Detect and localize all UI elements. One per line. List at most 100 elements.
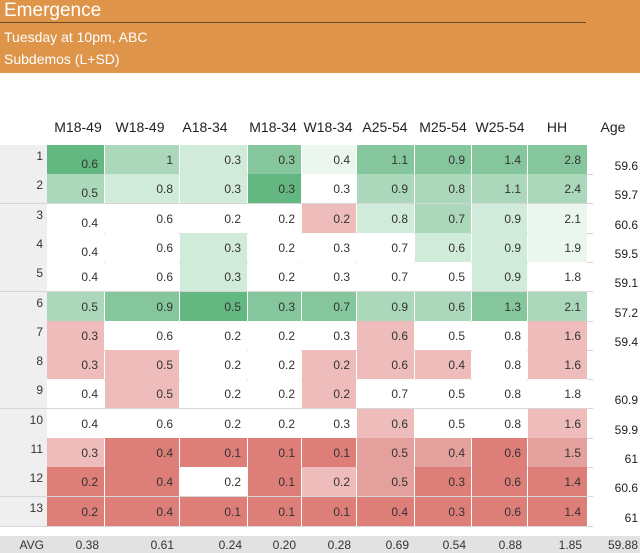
rating-cell: 0.2: [302, 467, 356, 498]
rating-cell: 0.1: [248, 496, 301, 527]
rating-cell: 0.2: [248, 262, 301, 293]
column-header-a18-34[interactable]: A18-34: [182, 119, 228, 135]
rating-cell: 0.6: [105, 232, 179, 263]
rating-cell: 0.2: [180, 467, 247, 498]
rating-cell: 0.9: [357, 174, 414, 205]
rating-cell: 0.8: [472, 320, 527, 351]
rating-cell: 0.2: [302, 203, 356, 234]
row-label: 12: [0, 467, 47, 498]
rating-cell: 0.3: [248, 291, 301, 322]
header-divider: [0, 22, 586, 23]
rating-cell: 0.2: [47, 496, 104, 527]
age-value: 60.9: [614, 393, 638, 408]
column-header-m18-49[interactable]: M18-49: [54, 119, 102, 135]
rating-cell: 0.6: [105, 203, 179, 234]
column-header-w18-49[interactable]: W18-49: [115, 119, 165, 135]
row-label: 4: [0, 232, 47, 263]
rating-cell: 1.4: [528, 496, 587, 527]
rating-cell: 0.4: [47, 379, 104, 410]
age-value: 59.7: [614, 188, 638, 203]
rating-cell: 0.4: [105, 467, 179, 498]
rating-cell: 1.8: [528, 379, 587, 410]
rating-cell: 0.3: [47, 320, 104, 351]
age-value: 59.4: [614, 334, 638, 349]
rating-cell: 2.4: [528, 174, 587, 205]
row-label: 13: [0, 496, 47, 527]
age-value: 59.1: [614, 276, 638, 291]
rating-cell: 0.5: [47, 291, 104, 322]
rating-cell: 0.5: [105, 379, 179, 410]
rating-cell: 0.7: [357, 232, 414, 263]
rating-cell: 0.2: [180, 320, 247, 351]
rating-cell: 0.2: [248, 350, 301, 381]
rating-cell: 0.3: [248, 145, 301, 175]
rating-cell: 2.8: [528, 145, 587, 175]
rating-cell: 0.5: [415, 408, 471, 439]
rating-cell: 0.6: [472, 467, 527, 498]
rating-cell: 0.9: [415, 145, 471, 175]
rating-cell: 0.5: [357, 438, 414, 468]
row-label: 3: [0, 203, 47, 234]
column-header-hh[interactable]: HH: [546, 119, 568, 135]
rating-cell: 1.1: [472, 174, 527, 205]
rating-cell: 0.9: [105, 291, 179, 322]
rating-cell: 0.2: [180, 350, 247, 381]
column-header-age[interactable]: Age: [600, 119, 626, 135]
rating-cell: 0.5: [415, 262, 471, 293]
rating-cell: 0.1: [302, 438, 356, 468]
average-value: 1.85: [558, 538, 582, 552]
rating-cell: 0.4: [415, 438, 471, 468]
row-label: 6: [0, 291, 47, 322]
rating-cell: 0.7: [357, 379, 414, 410]
rating-cell: 0.8: [472, 379, 527, 410]
rating-cell: 0.8: [472, 408, 527, 439]
row-label: 10: [0, 408, 47, 439]
row-divider: [0, 525, 593, 527]
rating-cell: 0.5: [47, 174, 104, 205]
rating-cell: 0.3: [302, 320, 356, 351]
rating-cell: 0.3: [302, 408, 356, 439]
rating-cell: 0.5: [105, 350, 179, 381]
rating-cell: 0.6: [105, 320, 179, 351]
rating-cell: 0.8: [105, 174, 179, 205]
rating-cell: 0.2: [47, 467, 104, 498]
rating-cell: 0.6: [472, 438, 527, 468]
rating-cell: 0.6: [415, 232, 471, 263]
rating-cell: 0.2: [180, 203, 247, 234]
column-header-w18-34[interactable]: W18-34: [303, 119, 353, 135]
column-header-a25-54[interactable]: A25-54: [362, 119, 408, 135]
row-label: 9: [0, 379, 47, 410]
timeslot-subtitle: Tuesday at 10pm, ABC: [4, 29, 148, 45]
rating-cell: 0.3: [248, 174, 301, 205]
rating-cell: 0.2: [180, 379, 247, 410]
rating-cell: 1: [105, 145, 179, 175]
rating-cell: 0.5: [180, 291, 247, 322]
rating-cell: 0.6: [357, 408, 414, 439]
average-value: 0.28: [327, 538, 351, 552]
column-header-m18-34[interactable]: M18-34: [249, 119, 297, 135]
rating-cell: 0.9: [357, 291, 414, 322]
rating-cell: 1.3: [472, 291, 527, 322]
rating-cell: 1.6: [528, 350, 587, 381]
rating-cell: 0.2: [248, 408, 301, 439]
rating-cell: 0.2: [248, 232, 301, 263]
rating-cell: 1.5: [528, 438, 587, 468]
column-header-m25-54[interactable]: M25-54: [419, 119, 467, 135]
rating-cell: 0.5: [415, 379, 471, 410]
rating-cell: 0.8: [415, 174, 471, 205]
age-value: 60.6: [614, 481, 638, 496]
row-label: 7: [0, 320, 47, 351]
page-title: Emergence: [4, 0, 102, 21]
app-header: Emergence Tuesday at 10pm, ABC Subdemos …: [0, 0, 640, 73]
rating-cell: 0.3: [180, 232, 247, 263]
rating-cell: 0.2: [302, 350, 356, 381]
column-header-w25-54[interactable]: W25-54: [475, 119, 525, 135]
rating-cell: 0.5: [415, 320, 471, 351]
rating-cell: 0.6: [105, 408, 179, 439]
rating-cell: 0.1: [180, 496, 247, 527]
rating-cell: 0.4: [47, 203, 104, 234]
rating-cell: 0.3: [302, 174, 356, 205]
age-value: 61: [624, 452, 638, 466]
average-row: [0, 536, 640, 553]
rating-cell: 0.4: [47, 262, 104, 293]
